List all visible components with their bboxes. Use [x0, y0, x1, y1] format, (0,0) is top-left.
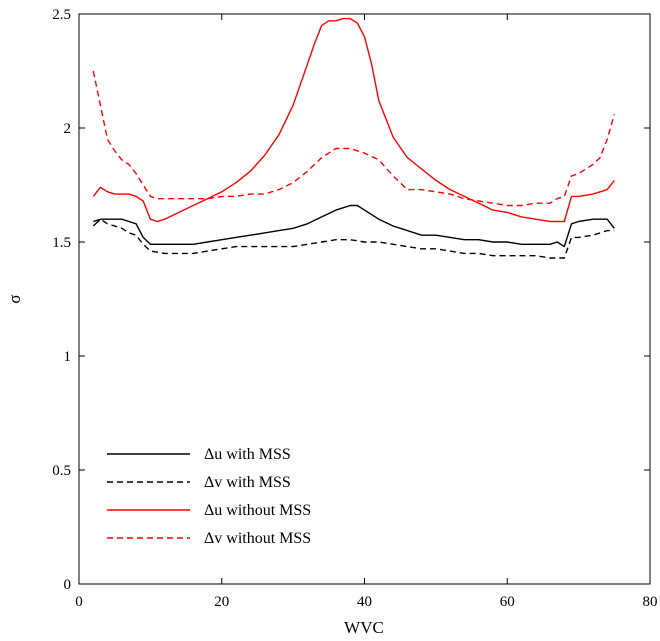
series-line-0 [92, 204, 615, 248]
series-line-1 [93, 218, 615, 259]
legend-label-2: Δu without MSS [204, 502, 311, 519]
x-tick-label: 20 [214, 594, 229, 610]
series-layer [92, 17, 615, 259]
legend-label-1: Δv with MSS [204, 474, 291, 491]
x-tick-label: 40 [357, 594, 372, 610]
y-axis-title: σ [5, 294, 24, 303]
y-tick-label: 1 [64, 349, 72, 365]
x-axis-title: WVC [344, 618, 384, 637]
x-tick-label: 80 [643, 594, 658, 610]
y-tick-label: 0 [64, 577, 72, 593]
legend-label-3: Δv without MSS [204, 530, 311, 547]
legend-label-0: Δu with MSS [204, 446, 291, 463]
y-tick-label: 2 [64, 121, 72, 137]
ticks-layer: 0 20 40 60 80 0 0.5 1 1.5 2 2.5 [52, 7, 657, 610]
x-tick-label: 0 [75, 594, 83, 610]
y-tick-label: 1.5 [52, 235, 71, 251]
x-tick-label: 60 [500, 594, 515, 610]
y-tick-label: 0.5 [52, 463, 71, 479]
series-line-2 [92, 17, 615, 223]
y-tick-label: 2.5 [52, 7, 71, 23]
series-line-3 [92, 70, 615, 207]
legend: Δu with MSS Δv with MSS Δu without MSS Δv w… [107, 446, 311, 547]
